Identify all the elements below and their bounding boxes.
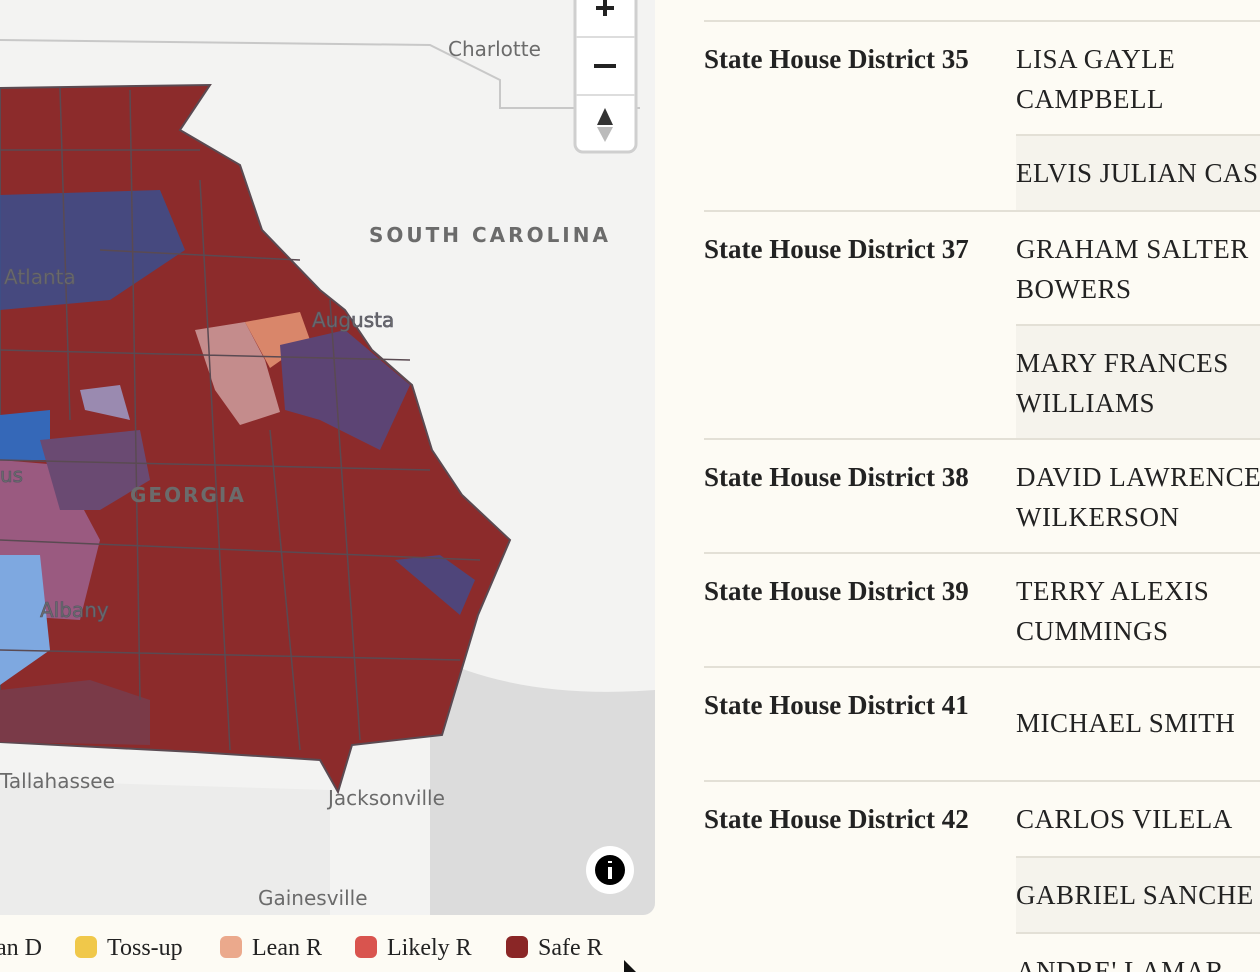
district-name: State House District 39	[704, 576, 969, 606]
border	[0, 39, 640, 109]
row-divider	[704, 438, 1260, 440]
map-label: Atlanta	[4, 265, 76, 289]
zoom-controls[interactable]	[573, 0, 638, 154]
district-name: State House District 35	[704, 44, 969, 74]
candidate-name[interactable]: LISA GAYLE CAMPBELL	[1016, 44, 1176, 114]
legend-item[interactable]: Likely R	[355, 930, 472, 966]
compass[interactable]	[597, 108, 613, 125]
candidate-name[interactable]: CARLOS VILELA	[1016, 804, 1233, 834]
district-name: State House District 42	[704, 804, 969, 834]
district	[0, 680, 150, 745]
legend-item[interactable]: Toss-up	[75, 930, 183, 966]
legend-label: an D	[0, 935, 42, 961]
legend-swatch	[75, 936, 97, 958]
candidate-name[interactable]: DAVID LAWRENCE WILKERSON	[1016, 462, 1260, 532]
candidate-name[interactable]: GABRIEL SANCHE	[1016, 880, 1254, 910]
district	[245, 312, 310, 368]
map-label: Tallahassee	[0, 769, 115, 793]
legend-label: Toss-up	[107, 935, 183, 961]
legend-item[interactable]: Lean R	[220, 930, 322, 966]
district	[0, 410, 50, 460]
candidate-bg	[1016, 136, 1260, 210]
map-label: Gainesville	[258, 886, 368, 910]
district	[80, 385, 130, 420]
legend-swatch	[355, 936, 377, 958]
district-name: State House District 38	[704, 462, 969, 492]
legend-swatch	[506, 936, 528, 958]
row-divider	[704, 210, 1260, 212]
candidate-name[interactable]: MARY FRANCES WILLIAMS	[1016, 348, 1229, 418]
compass	[597, 127, 613, 142]
candidate-name[interactable]: GRAHAM SALTER BOWERS	[1016, 234, 1249, 304]
district	[40, 430, 150, 510]
district	[395, 555, 475, 615]
florida	[0, 780, 330, 915]
county-lines	[0, 87, 481, 751]
candidate-name[interactable]: ELVIS JULIAN CAS	[1016, 158, 1259, 188]
map-label: Augusta	[312, 308, 394, 332]
row-divider	[704, 780, 1260, 782]
district	[195, 322, 280, 425]
map-labels: Charlotte SOUTH CAROLINA Atlanta Augusta GEO…	[0, 37, 611, 910]
legend-label: Likely R	[387, 935, 472, 961]
district	[280, 330, 410, 450]
legend-swatch	[220, 936, 242, 958]
map-label: Jacksonville	[326, 786, 445, 810]
candidate-bg	[1016, 326, 1260, 438]
zoom-in[interactable]	[596, 0, 614, 16]
map-label: Charlotte	[448, 37, 541, 61]
legend-item[interactable]: Safe R	[506, 930, 603, 966]
map[interactable]: Charlotte SOUTH CAROLINA Atlanta Augusta GEO…	[0, 0, 655, 915]
candidate-name[interactable]: ANDRE' LAMAR	[1016, 956, 1225, 972]
map-svg: Charlotte SOUTH CAROLINA Atlanta Augusta GEO…	[0, 0, 655, 915]
legend-item[interactable]: an D	[0, 930, 42, 966]
results-table: State House District 35 LISA GAYLE CAMPBE…	[704, 0, 1260, 972]
map-label: GEORGIA	[130, 483, 246, 507]
district-name: State House District 41	[704, 690, 969, 720]
district-name: State House District 37	[704, 234, 969, 264]
candidate-bg	[1016, 858, 1260, 932]
candidate-name[interactable]: TERRY ALEXIS CUMMINGS	[1016, 576, 1210, 646]
map-label: SOUTH CAROLINA	[369, 223, 611, 247]
row-divider	[704, 20, 1260, 22]
cursor	[624, 960, 636, 972]
row-divider	[1016, 932, 1260, 934]
row-divider	[704, 666, 1260, 668]
row-divider	[1016, 134, 1260, 136]
cursor-arrow	[624, 960, 636, 972]
atlanta-area	[0, 190, 185, 310]
map-label: us	[0, 463, 23, 487]
legend-label: Safe R	[538, 935, 603, 961]
row-divider	[704, 552, 1260, 554]
district	[0, 555, 50, 685]
row-divider	[1016, 324, 1260, 326]
candidate-name[interactable]: MICHAEL SMITH	[1016, 708, 1236, 738]
legend-label: Lean R	[252, 935, 322, 961]
map-label: Albany	[40, 598, 109, 622]
row-divider	[1016, 856, 1260, 858]
